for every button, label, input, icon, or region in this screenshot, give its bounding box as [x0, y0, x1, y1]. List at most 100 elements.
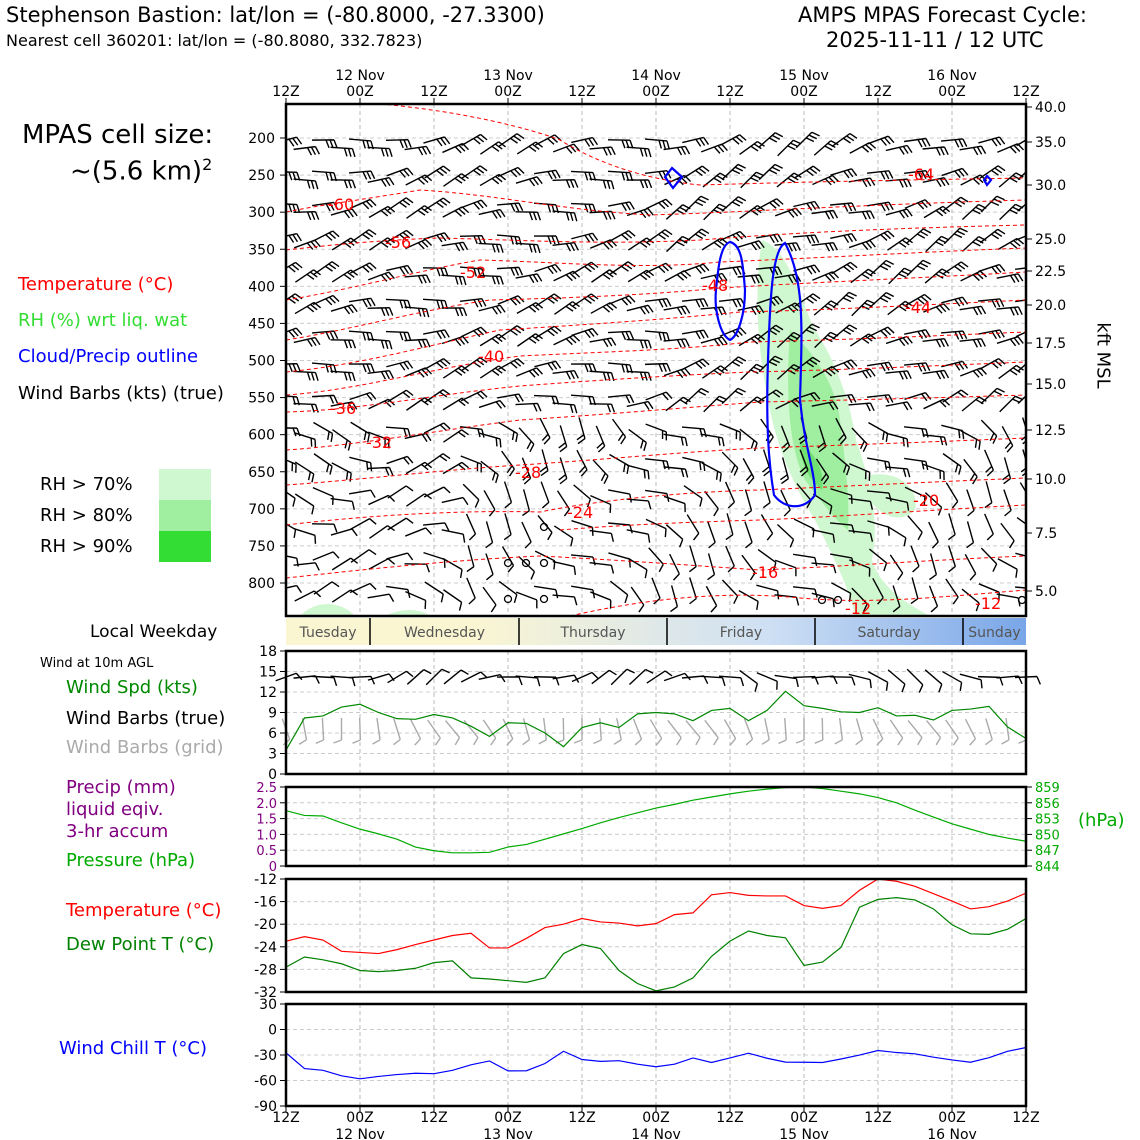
windchill-gridlines	[286, 1003, 1026, 1107]
kft-tick-label: 15.0	[1035, 377, 1066, 393]
wind-barb	[294, 461, 315, 483]
wind-barb	[830, 168, 858, 179]
wind-barb	[607, 139, 634, 149]
wind-barb	[848, 210, 875, 220]
wind-barb	[460, 326, 488, 338]
surface-barb	[591, 669, 617, 685]
wind-barb	[849, 559, 871, 577]
wind-barb	[461, 165, 488, 179]
wind-barb	[367, 338, 393, 350]
wind-barb	[332, 429, 352, 451]
temperature-gridlines	[286, 878, 1026, 993]
wind-barb	[977, 298, 1005, 308]
wind-barb	[293, 402, 319, 413]
wind-barb	[719, 134, 747, 146]
wind-barb	[644, 298, 672, 308]
wind-barb	[552, 143, 580, 154]
wind-barb	[570, 170, 597, 181]
p-tick-label: 450	[248, 316, 275, 332]
windchill-panel: -90 -60 -30 0 30	[254, 997, 1028, 1115]
wind-barb	[663, 145, 691, 156]
wind-barb	[702, 172, 728, 188]
wind-barb	[832, 324, 858, 340]
wind-barb	[669, 553, 680, 581]
wind-barb	[904, 486, 926, 506]
wind-barb	[644, 138, 670, 150]
wind-barb	[645, 391, 673, 401]
wind-barb	[442, 557, 463, 579]
wind-barb	[609, 453, 630, 475]
legend-rh90-label: RH > 90%	[40, 536, 133, 557]
wind-barb	[483, 490, 496, 517]
dewpoint-label: Dew Point T (°C)	[66, 934, 215, 955]
y-tick-label: 850	[1035, 828, 1060, 843]
temp-label: Temperature (°C)	[66, 900, 222, 921]
wind-barb	[744, 521, 753, 549]
wind-barb	[368, 205, 396, 219]
top-tick-label: 00Z	[938, 84, 965, 100]
wind-barb	[645, 518, 667, 538]
y-tick-label: 2.5	[256, 781, 277, 796]
wind-barb	[404, 145, 432, 156]
wind-barb	[386, 552, 414, 561]
wind-barb	[941, 296, 969, 307]
wind-barb	[485, 553, 494, 581]
wind-barb	[904, 329, 931, 340]
wind-barb	[497, 295, 525, 306]
wind-barb	[980, 195, 1005, 213]
surface-barb	[443, 669, 469, 685]
wind-barb	[885, 497, 910, 511]
wind-barb	[725, 513, 734, 541]
cell-size-exponent: 2	[202, 155, 213, 174]
wind-barb	[980, 419, 998, 444]
wind-barb	[815, 458, 830, 485]
wind-barb	[725, 545, 735, 573]
wind-barb	[626, 400, 654, 410]
p-tick-label: 300	[248, 205, 275, 221]
kft-tick-label: 30.0	[1035, 178, 1066, 194]
contour-minus52	[286, 247, 1026, 301]
wind-barb	[311, 139, 338, 149]
wind-barb	[589, 403, 616, 413]
legend-rh80-label: RH > 80%	[40, 505, 133, 526]
wind-barb	[442, 206, 470, 218]
wind-barb	[663, 305, 691, 316]
wind-barb	[423, 551, 446, 568]
wind-barb	[947, 513, 956, 541]
wind-barb	[737, 240, 765, 251]
surface-barb	[924, 669, 943, 693]
bottom-day-label: 14 Nov	[631, 1127, 681, 1140]
wind-barb	[851, 299, 876, 317]
wind-barb	[609, 261, 636, 275]
weekday-label: Wednesday	[404, 625, 485, 641]
wind-barb	[404, 338, 431, 348]
wind-barb	[515, 211, 542, 221]
wind-barb	[367, 271, 395, 282]
wind-barb	[405, 527, 432, 537]
bottom-tick-label: 12Z	[272, 1110, 299, 1126]
surface-grid-barb	[814, 717, 824, 744]
wind-barb	[942, 453, 962, 475]
wind-barb	[910, 577, 919, 605]
wind-barb	[1019, 482, 1026, 508]
wind-barb	[718, 297, 746, 308]
p-tick-label: 700	[248, 502, 275, 518]
wind-barb	[702, 365, 728, 379]
y-tick-label: -20	[254, 917, 277, 933]
bottom-tick-label: 12Z	[864, 1110, 891, 1126]
t-label-minus28: -28	[515, 463, 541, 482]
wind-barb	[498, 580, 518, 603]
surface-grid-barb	[907, 720, 923, 746]
surface-grid-barb	[889, 719, 904, 746]
wind-barb	[922, 338, 949, 348]
t-label-minus20: -20	[913, 491, 939, 510]
wind-barb	[755, 266, 783, 276]
temperature-contour-labels: -64 -60 -56 -52 -48 -44 -40 -36 -32 -28 …	[328, 165, 1001, 618]
wind-barb	[460, 199, 488, 210]
wind-barb	[663, 466, 689, 478]
legend-rh90-swatch	[159, 531, 211, 562]
top-tick-label: 12Z	[420, 84, 447, 100]
wind-barb	[774, 273, 802, 284]
wind-barb	[515, 242, 541, 254]
wind-barb	[978, 263, 1006, 275]
